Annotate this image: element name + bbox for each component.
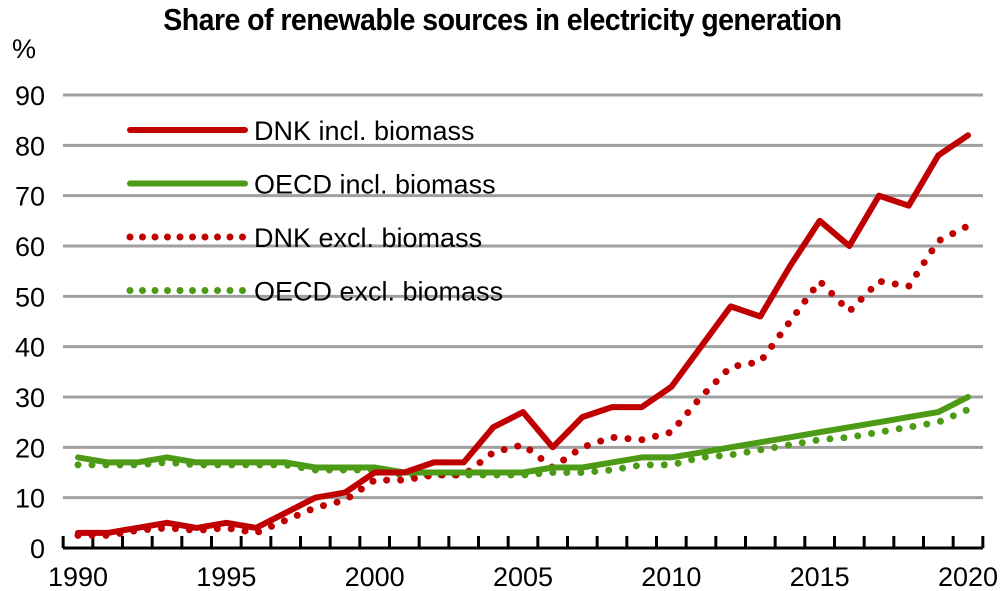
- legend-item: OECD incl. biomass: [127, 170, 496, 200]
- x-axis: 1990 1995 2000 2005 2010 2015 2020: [48, 536, 998, 591]
- series-line-oecd-incl-biomass: [75, 394, 971, 476]
- y-axis-unit-label: %: [12, 34, 36, 64]
- legend-label: DNK incl. biomass: [254, 116, 475, 146]
- series-line-dnk-excl-biomass: [74, 222, 972, 539]
- y-tick-label: 80: [15, 131, 45, 161]
- x-tick-label: 2005: [493, 562, 553, 591]
- y-tick-label: 40: [15, 333, 45, 363]
- gridlines: [63, 93, 983, 500]
- y-tick-label: 10: [15, 484, 45, 514]
- series-lines: [74, 132, 972, 539]
- x-tick-label: 1995: [196, 562, 256, 591]
- x-tick-label: 2010: [641, 562, 701, 591]
- y-tick-label: 20: [15, 433, 45, 463]
- y-tick-label: 90: [15, 81, 45, 111]
- legend: DNK incl. biomass OECD incl. biomass DNK e…: [126, 116, 503, 307]
- series-line-dnk-incl-biomass: [75, 132, 971, 536]
- y-axis-tick-labels: 0 10 20 30 40 50 60 70 80 90: [15, 81, 45, 564]
- legend-label: OECD excl. biomass: [254, 277, 503, 307]
- legend-item: DNK excl. biomass: [126, 223, 482, 253]
- legend-item: OECD excl. biomass: [126, 277, 503, 307]
- y-tick-label: 60: [15, 232, 45, 262]
- y-tick-label: 0: [30, 534, 45, 564]
- x-tick-label: 2000: [345, 562, 405, 591]
- legend-item: DNK incl. biomass: [127, 116, 475, 146]
- x-tick-label: 2020: [938, 562, 998, 591]
- x-tick-label: 2015: [790, 562, 850, 591]
- y-tick-label: 50: [15, 282, 45, 312]
- y-tick-label: 70: [15, 182, 45, 212]
- y-tick-label: 30: [15, 383, 45, 413]
- legend-label: OECD incl. biomass: [254, 170, 496, 200]
- legend-label: DNK excl. biomass: [254, 223, 482, 253]
- x-tick-label: 1990: [48, 562, 108, 591]
- chart-title: Share of renewable sources in electricit…: [163, 2, 842, 37]
